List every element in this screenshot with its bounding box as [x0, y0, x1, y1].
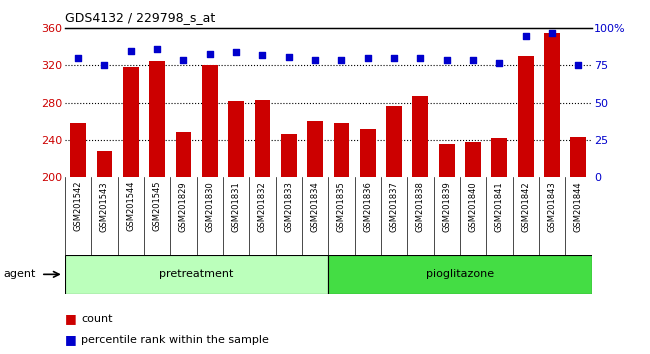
- Text: GSM201834: GSM201834: [311, 181, 320, 232]
- Bar: [571, 137, 586, 177]
- Text: pioglitazone: pioglitazone: [426, 269, 494, 279]
- Point: [310, 57, 320, 62]
- Text: GSM201832: GSM201832: [258, 181, 267, 232]
- Point: [205, 51, 215, 56]
- Text: GSM201839: GSM201839: [442, 181, 451, 232]
- Text: GDS4132 / 229798_s_at: GDS4132 / 229798_s_at: [65, 11, 215, 24]
- Text: count: count: [81, 314, 112, 324]
- Bar: [413, 96, 428, 177]
- Text: GSM201545: GSM201545: [153, 181, 162, 232]
- Text: GSM201843: GSM201843: [547, 181, 556, 232]
- Text: GSM201831: GSM201831: [231, 181, 240, 232]
- Bar: [386, 106, 402, 177]
- Bar: [255, 100, 270, 177]
- Point: [521, 33, 531, 39]
- Text: GSM201841: GSM201841: [495, 181, 504, 232]
- Bar: [202, 65, 218, 177]
- Bar: [544, 33, 560, 177]
- Bar: [328, 255, 592, 294]
- Bar: [228, 101, 244, 177]
- Bar: [281, 134, 296, 177]
- Bar: [491, 138, 507, 177]
- Text: GSM201842: GSM201842: [521, 181, 530, 232]
- Point: [283, 54, 294, 59]
- Point: [494, 60, 504, 65]
- Text: GSM201838: GSM201838: [416, 181, 425, 232]
- Bar: [518, 56, 534, 177]
- Text: GSM201544: GSM201544: [126, 181, 135, 232]
- Point: [257, 52, 268, 58]
- Text: GSM201837: GSM201837: [389, 181, 398, 232]
- Text: GSM201833: GSM201833: [284, 181, 293, 232]
- Bar: [97, 151, 112, 177]
- Text: GSM201830: GSM201830: [205, 181, 214, 232]
- Point: [99, 63, 110, 68]
- Text: GSM201543: GSM201543: [100, 181, 109, 232]
- Bar: [307, 121, 323, 177]
- Point: [336, 57, 346, 62]
- Bar: [176, 132, 191, 177]
- Point: [468, 57, 478, 62]
- Bar: [150, 61, 165, 177]
- Point: [441, 57, 452, 62]
- Bar: [439, 144, 454, 177]
- Text: ■: ■: [65, 333, 77, 346]
- Text: agent: agent: [3, 269, 36, 279]
- Point: [152, 46, 162, 52]
- Bar: [65, 255, 328, 294]
- Text: GSM201844: GSM201844: [574, 181, 583, 232]
- Text: ■: ■: [65, 312, 77, 325]
- Bar: [70, 123, 86, 177]
- Point: [415, 55, 426, 61]
- Point: [363, 55, 373, 61]
- Bar: [123, 67, 138, 177]
- Point: [125, 48, 136, 53]
- Text: percentile rank within the sample: percentile rank within the sample: [81, 335, 269, 345]
- Text: GSM201829: GSM201829: [179, 181, 188, 232]
- Point: [389, 55, 399, 61]
- Point: [178, 57, 188, 62]
- Text: GSM201840: GSM201840: [469, 181, 478, 232]
- Point: [231, 49, 241, 55]
- Bar: [333, 123, 349, 177]
- Point: [547, 30, 557, 36]
- Point: [73, 55, 83, 61]
- Text: GSM201835: GSM201835: [337, 181, 346, 232]
- Point: [573, 63, 584, 68]
- Text: pretreatment: pretreatment: [159, 269, 234, 279]
- Text: GSM201542: GSM201542: [73, 181, 83, 232]
- Bar: [465, 142, 481, 177]
- Bar: [360, 129, 376, 177]
- Text: GSM201836: GSM201836: [363, 181, 372, 232]
